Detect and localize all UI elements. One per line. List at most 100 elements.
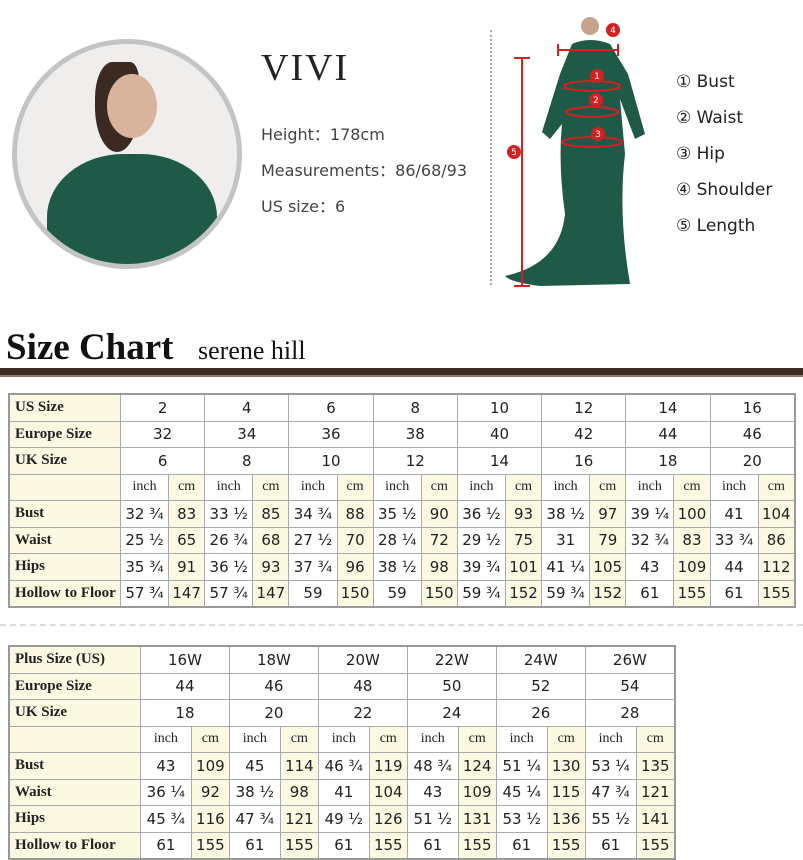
size-cell: 10: [456, 393, 543, 422]
unit-cm: cm: [504, 473, 543, 501]
size-cell: 6: [288, 393, 374, 422]
value-cm: 72: [420, 526, 458, 554]
size-header-row: UK Size 18 20 22 24 26 28: [8, 699, 676, 727]
size-cell: 16: [541, 447, 627, 475]
value-cm: 147: [168, 579, 206, 608]
measurement-row: Waist 36 ¼ 92 38 ½ 98 41 104 43 109 45 ¼ 115 47 ¾ 12…: [8, 778, 676, 806]
empty-cell: [8, 725, 141, 753]
value-inch: 61: [625, 579, 675, 608]
unit-cm: cm: [279, 725, 319, 753]
size-cell: 20: [709, 447, 796, 475]
value-cm: 98: [279, 778, 319, 806]
unit-cm: cm: [368, 725, 408, 753]
value-cm: 104: [368, 778, 408, 806]
value-cm: 152: [589, 579, 627, 608]
row-label: Waist: [8, 526, 121, 554]
model-name: VIVI: [261, 47, 350, 89]
unit-inch: inch: [584, 725, 637, 753]
size-cell: 8: [372, 393, 458, 422]
size-cell: 40: [456, 420, 543, 448]
value-cm: 135: [635, 752, 676, 780]
row-label: Hollow to Floor: [8, 579, 121, 608]
value-cm: 112: [757, 553, 796, 581]
value-inch: 61: [584, 831, 637, 860]
size-cell: 46: [228, 672, 319, 700]
value-inch: 28 ¼: [372, 526, 422, 554]
size-cell: 46: [709, 420, 796, 448]
size-cell: 22W: [406, 645, 497, 674]
unit-inch: inch: [204, 473, 254, 501]
unit-inch: inch: [228, 725, 281, 753]
value-inch: 47 ¾: [584, 778, 637, 806]
value-cm: 96: [336, 553, 374, 581]
value-cm: 68: [252, 526, 290, 554]
value-cm: 126: [368, 805, 408, 833]
unit-row: inch cm inch cm inch cm inch cm inch cm inch cm: [8, 725, 676, 753]
divider: [490, 30, 492, 285]
size-cell: 44: [625, 420, 711, 448]
row-label: Hips: [8, 805, 141, 833]
unit-cm: cm: [420, 473, 458, 501]
size-cell: 22: [317, 699, 408, 727]
value-cm: 85: [252, 500, 290, 528]
value-cm: 141: [635, 805, 676, 833]
value-cm: 155: [635, 831, 676, 860]
measurement-row: Hips 45 ¾ 116 47 ¾ 121 49 ½ 126 51 ½ 131 53 ½ 136 5…: [8, 805, 676, 833]
value-cm: 109: [457, 778, 497, 806]
value-cm: 109: [673, 553, 711, 581]
measurement-row: Hollow to Floor 61 155 61 155 61 155 61 155 61 155…: [8, 831, 676, 860]
measurement-row: Bust 32 ¾ 83 33 ½ 85 34 ¾ 88 35 ½ 90 36 ½ 93 38 ½ 97…: [8, 500, 796, 528]
marker-1: 1: [594, 72, 600, 82]
value-cm: 114: [279, 752, 319, 780]
value-cm: 155: [546, 831, 586, 860]
value-cm: 150: [336, 579, 374, 608]
legend-waist: ② Waist: [676, 108, 744, 128]
value-inch: 33 ½: [204, 500, 254, 528]
unit-inch: inch: [372, 473, 422, 501]
size-cell: 20: [228, 699, 319, 727]
value-cm: 104: [757, 500, 796, 528]
marker-3: 3: [595, 130, 601, 140]
value-inch: 41: [317, 778, 370, 806]
size-cell: 24: [406, 699, 497, 727]
value-inch: 59 ¾: [456, 579, 506, 608]
unit-inch: inch: [119, 473, 170, 501]
value-inch: 45 ¼: [495, 778, 548, 806]
value-cm: 155: [368, 831, 408, 860]
row-label: Bust: [8, 752, 141, 780]
value-cm: 86: [757, 526, 796, 554]
value-inch: 38 ½: [372, 553, 422, 581]
size-cell: 16W: [140, 645, 230, 674]
legend-hip: ③ Hip: [676, 144, 725, 164]
size-cell: 10: [288, 447, 374, 475]
value-cm: 83: [168, 500, 206, 528]
value-inch: 33 ¾: [709, 526, 759, 554]
size-cell: 48: [317, 672, 408, 700]
size-header-row: Europe Size 44 46 48 50 52 54: [8, 672, 676, 700]
value-cm: 75: [504, 526, 543, 554]
unit-row: inch cm inch cm inch cm inch cm inch cm inch cm inch…: [8, 473, 796, 501]
value-cm: 155: [190, 831, 230, 860]
size-header-row: UK Size 6 8 10 12 14 16 18 20: [8, 447, 796, 475]
value-cm: 152: [504, 579, 543, 608]
value-cm: 93: [252, 553, 290, 581]
size-cell: 26: [495, 699, 586, 727]
size-cell: 42: [541, 420, 627, 448]
value-cm: 155: [673, 579, 711, 608]
value-cm: 155: [757, 579, 796, 608]
unit-inch: inch: [625, 473, 675, 501]
unit-inch: inch: [406, 725, 459, 753]
row-label: Europe Size: [8, 420, 121, 448]
value-cm: 119: [368, 752, 408, 780]
size-cell: 36: [288, 420, 374, 448]
brand-name: serene hill: [198, 336, 306, 365]
value-cm: 124: [457, 752, 497, 780]
value-cm: 97: [589, 500, 627, 528]
unit-inch: inch: [456, 473, 506, 501]
unit-inch: inch: [541, 473, 591, 501]
value-inch: 49 ½: [317, 805, 370, 833]
value-inch: 31: [541, 526, 591, 554]
legend-shoulder: ④ Shoulder: [676, 180, 773, 200]
unit-cm: cm: [457, 725, 497, 753]
value-cm: 93: [504, 500, 543, 528]
